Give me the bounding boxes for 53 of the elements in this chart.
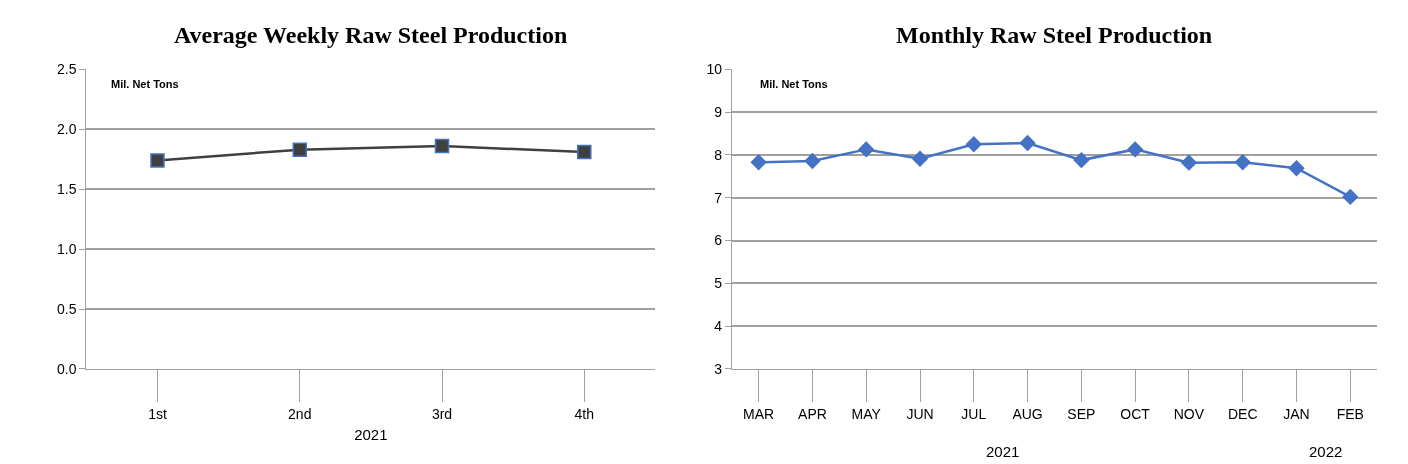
x-tick-label: 4th [574,405,595,422]
x-tick-label: MAY [851,405,882,422]
x-tick-label: JUN [906,405,934,422]
y-tick-label: 8 [714,146,723,163]
y-tick-label: 1.0 [57,241,77,258]
y-tick-label: 6 [714,232,723,249]
y-tick-label: 0.5 [57,300,77,317]
point [1019,135,1036,151]
x-tick-label: 1st [148,405,167,422]
chart-title: Monthly Raw Steel Production [896,22,1213,48]
y-tick-label: 10 [706,61,723,78]
y-tick-label: 3 [714,360,723,377]
point [1234,154,1251,171]
point [1342,189,1359,205]
text: 2021 [986,443,1020,460]
x-axis-title: 2021 [354,425,388,443]
y-axis-title: Mil. Net Tons [111,78,179,90]
x-tick-label: APR [798,405,827,422]
point [434,138,450,154]
chart-title: Average Weekly Raw Steel Production [174,22,568,48]
y-tick-label: 5 [714,275,723,292]
point [1073,152,1090,168]
x-tick-label: 2nd [288,405,312,422]
y-axis-title: Mil. Net Tons [760,78,828,90]
x-tick-label: NOV [1173,405,1205,422]
point [965,136,982,153]
point [1288,160,1305,177]
x-tick-label: MAR [743,405,775,422]
x-tick-label: 3rd [431,405,453,422]
x-tick-label: OCT [1120,405,1151,422]
y-tick-label: 1.5 [57,181,77,198]
point [858,141,875,158]
y-tick-label: 4 [714,318,723,335]
text: 2022 [1309,443,1343,460]
point [912,150,928,167]
point [1127,141,1144,158]
x-tick-label: FEB [1336,405,1364,422]
y-tick-label: 2.5 [57,61,77,78]
point [150,153,165,168]
point [750,154,767,171]
x-tick-label: JUL [961,405,987,422]
x-tick-label: DEC [1227,405,1258,422]
x-tick-label: JAN [1283,405,1310,422]
y-tick-label: 9 [714,104,723,121]
x-tick-label: SEP [1067,405,1096,422]
point [577,144,592,160]
x-tick-label: AUG [1012,405,1043,422]
y-tick-label: 7 [714,189,723,206]
y-tick-label: 2.0 [57,121,77,138]
point [1181,154,1197,171]
y-tick-label: 0.0 [57,360,77,377]
point [804,153,821,169]
point [292,142,307,157]
